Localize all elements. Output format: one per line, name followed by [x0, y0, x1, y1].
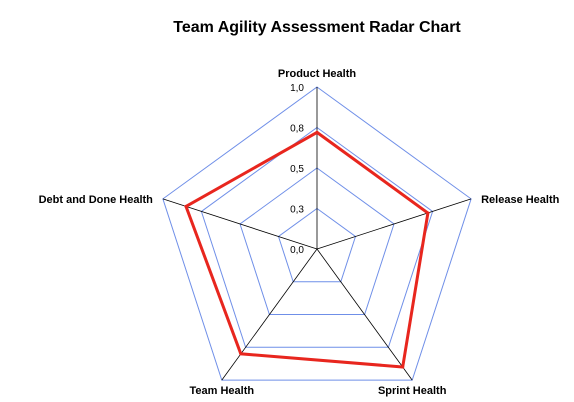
- axis-label-3: Team Health: [190, 385, 255, 397]
- axis-spokes: [162, 87, 472, 381]
- chart-title: Team Agility Assessment Radar Chart: [173, 19, 461, 36]
- grid-rings: [162, 86, 472, 381]
- axis-label-0: Product Health: [278, 68, 357, 80]
- axis-label-4: Debt and Done Health: [39, 194, 154, 206]
- series-line-0: [184, 130, 430, 369]
- axis-spoke-3: [221, 248, 318, 381]
- series-point-0-0: [315, 130, 319, 134]
- tick-labels: 0,0 0,3 0,5 0,8 1,0: [290, 83, 304, 256]
- axis-spoke-1: [316, 198, 472, 250]
- tick-label-2: 0,5: [290, 164, 304, 175]
- grid-ring-2: [239, 167, 395, 315]
- series-layer: [184, 130, 430, 369]
- tick-label-4: 1,0: [290, 83, 304, 94]
- axis-spoke-2: [316, 248, 413, 381]
- series-point-0-4: [184, 204, 188, 208]
- axis-spoke-4: [162, 198, 318, 250]
- axis-label-2: Sprint Health: [378, 385, 447, 397]
- tick-label-3: 0,8: [290, 124, 304, 135]
- grid-ring-1: [277, 207, 357, 283]
- axis-labels: Product Health Release Health Sprint Healt…: [39, 68, 560, 397]
- tick-label-0: 0,0: [290, 245, 304, 256]
- grid-ring-3: [200, 126, 434, 348]
- tick-label-1: 0,3: [290, 205, 304, 216]
- axis-label-1: Release Health: [481, 194, 560, 206]
- series-point-0-2: [401, 365, 405, 369]
- grid-ring-4: [162, 86, 472, 381]
- series-point-0-3: [239, 352, 243, 356]
- series-point-0-1: [426, 211, 430, 215]
